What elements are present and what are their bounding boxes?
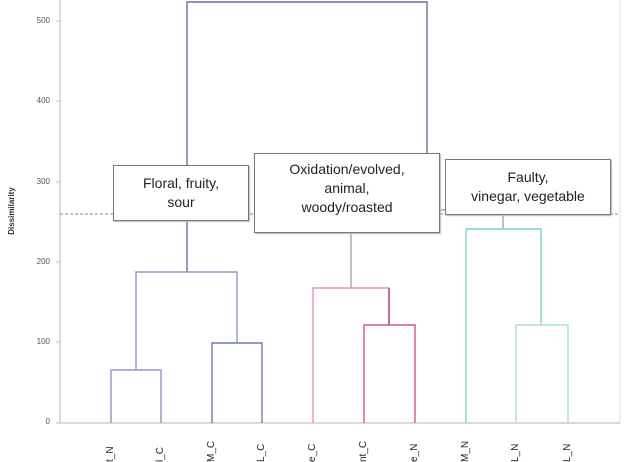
x-tick-5: e_C xyxy=(307,443,318,462)
y-tick-300: 300 xyxy=(36,177,50,186)
x-tick-2: l_C xyxy=(155,446,166,462)
x-tick-1: t_N xyxy=(105,446,116,462)
y-tick-marks xyxy=(56,20,60,424)
y-tick-500: 500 xyxy=(36,16,50,25)
y-tick-400: 400 xyxy=(36,96,50,105)
x-tick-3: M_C xyxy=(206,440,217,462)
x-tick-7: e_N xyxy=(409,443,420,462)
x-tick-9: L_N xyxy=(510,443,521,462)
cluster-faulty-branches xyxy=(465,228,569,423)
cluster-label-oxidation: Oxidation/evolved, animal, woody/roasted xyxy=(254,153,440,233)
cluster-oxidation-branches xyxy=(312,287,416,423)
x-tick-10: L_N xyxy=(562,443,573,462)
root-link xyxy=(186,1,428,272)
cluster-label-floral: Floral, fruity, sour xyxy=(113,165,249,221)
y-tick-100: 100 xyxy=(36,337,50,346)
x-tick-4: L_C xyxy=(256,443,267,462)
x-tick-8: M_N xyxy=(460,440,471,462)
y-tick-200: 200 xyxy=(36,257,50,266)
cluster-floral-branches xyxy=(110,271,263,423)
y-tick-0: 0 xyxy=(45,417,50,426)
cluster-label-faulty: Faulty, vinegar, vegetable xyxy=(445,159,611,215)
x-tick-6: nt_C xyxy=(358,440,369,462)
